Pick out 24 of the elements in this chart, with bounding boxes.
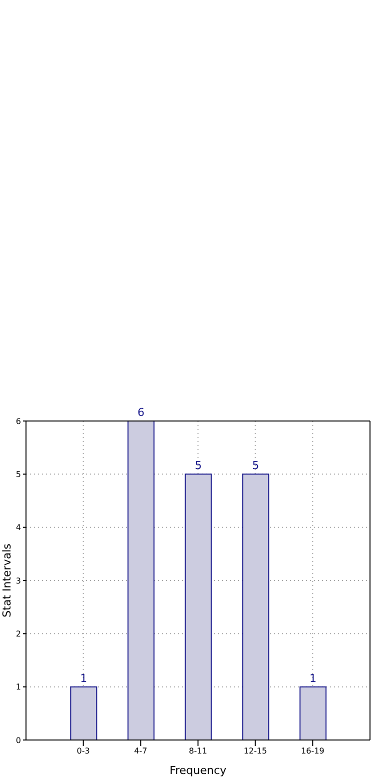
data-label: 1: [310, 672, 316, 685]
y-tick-label: 1: [16, 682, 21, 692]
y-tick-label: 3: [16, 576, 21, 586]
x-axis-title: Frequency: [170, 764, 227, 777]
bar: [300, 686, 326, 740]
y-tick-label: 4: [16, 523, 21, 532]
bar: [184, 474, 212, 740]
y-tick-label: 5: [16, 470, 21, 480]
bar: [128, 421, 154, 740]
x-tick-label: 0-3: [76, 746, 90, 756]
data-label: 6: [138, 406, 144, 419]
data-label: 5: [194, 459, 202, 472]
y-tick-label: 0: [16, 736, 21, 745]
y-tick-label: 2: [16, 630, 21, 639]
x-tick-label: 8-11: [188, 746, 208, 756]
x-tick-label: 16-19: [301, 746, 324, 756]
x-tick-label: 12-15: [244, 746, 267, 756]
y-axis-title: Stat Intervals: [0, 543, 14, 618]
data-label: 1: [80, 672, 88, 685]
bar: [242, 474, 270, 740]
data-label: 5: [252, 459, 260, 472]
bar: [70, 686, 98, 740]
x-tick-label: 4-7: [134, 746, 148, 756]
y-tick-label: 6: [16, 416, 21, 426]
